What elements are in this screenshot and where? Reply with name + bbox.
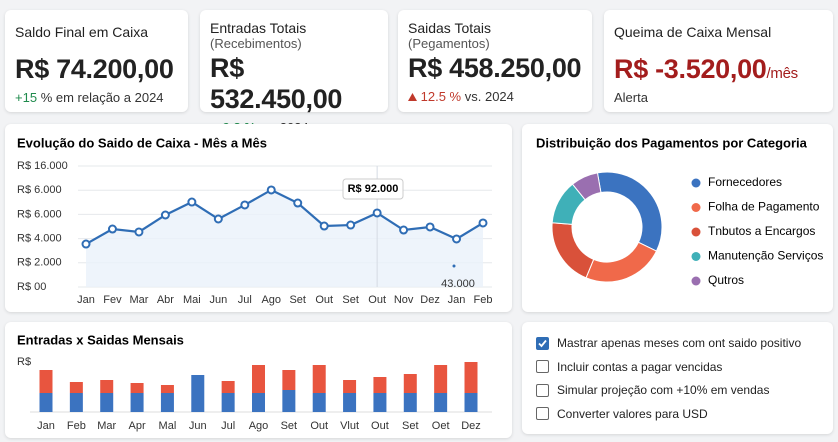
kpi-subtitle: (Pegamentos) [408, 36, 490, 51]
kpi-title: Saldo Final em Caixa [15, 24, 149, 40]
checkbox-option[interactable]: Converter valores para USD [536, 407, 708, 421]
checkbox[interactable] [536, 336, 549, 350]
checkbox[interactable] [536, 360, 549, 373]
checkbox-option[interactable]: Simular projeção com +10% em vendas [536, 383, 769, 397]
kpi-card: Saidas Totais (Pegamentos) R$ 458.250,00… [398, 10, 592, 112]
kpi-value: R$ 458.250,00 [408, 53, 582, 83]
donut-card [522, 124, 833, 312]
kpi-value: R$ 74.200,00 [15, 54, 174, 84]
checkbox-option[interactable]: Incluir contas a pagar vencidas [536, 360, 722, 374]
kpi-note: % em relação a 2024 [40, 90, 164, 105]
kpi-delta: 12.5 % [420, 89, 462, 104]
checkbox-label[interactable]: Simular projeção com +10% em vendas [557, 383, 770, 397]
up-arrow [408, 93, 417, 101]
kpi-value: R$ 532.450,00 [210, 53, 343, 114]
checkbox-label[interactable]: Converter valores para USD [557, 406, 708, 421]
kpi-subtitle: (Recebimentos) [210, 36, 302, 51]
kpi-card: Entradas Totais (Recebimentos) R$ 532.45… [200, 10, 388, 135]
kpi-note-row: 12.5 % vs. 2024 [408, 89, 582, 104]
checkbox[interactable] [536, 383, 549, 397]
checkbox-label[interactable]: Incluir contas a pagar vencidas [557, 359, 723, 374]
bar-card [5, 322, 512, 438]
kpi-card: Saldo Final em Caixa R$ 74.200,00 +15 % … [5, 10, 188, 112]
kpi-title: Entradas Totais [210, 20, 307, 36]
kpi-note-row: +15 % em relação a 2024 [15, 90, 178, 105]
kpi-title: Saidas Totais [408, 20, 492, 36]
line-card [5, 124, 512, 312]
kpi-card: Queima de Caixa Mensal R$ -3.520,00/mês … [604, 10, 833, 112]
checkbox-label[interactable]: Mastrar apenas meses com ont saido posit… [557, 336, 802, 350]
options-card [522, 322, 833, 434]
kpi-title: Queima de Caixa Mensal [614, 24, 772, 40]
kpi-value: R$ -3.520,00 [614, 54, 767, 84]
kpi-value-row: R$ -3.520,00/mês [614, 54, 823, 85]
check-icon [538, 339, 547, 347]
checkbox-option[interactable]: Mastrar apenas meses com ont saido posit… [536, 336, 801, 350]
kpi-delta: +15 [15, 90, 38, 105]
kpi-unit: /mês [766, 65, 799, 82]
kpi-note: vs. 2024 [464, 89, 514, 104]
checkbox[interactable] [536, 407, 549, 420]
kpi-note: Alerta [614, 90, 648, 105]
